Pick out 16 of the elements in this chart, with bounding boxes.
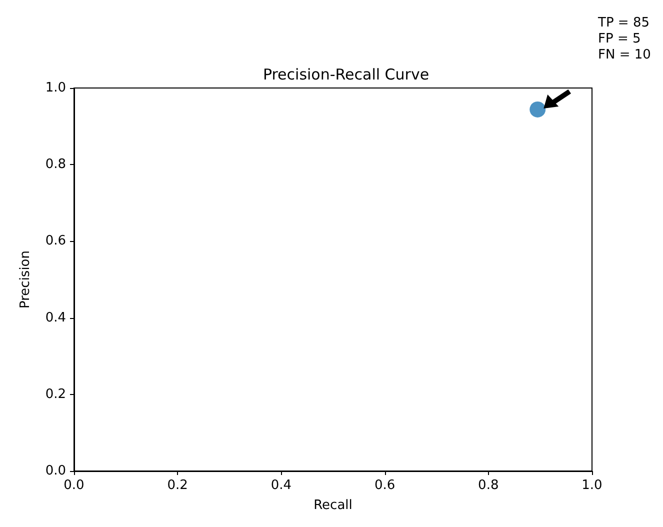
y-tick-label: 0.2 <box>45 386 66 402</box>
y-tick-label: 0.6 <box>45 234 66 249</box>
x-tick-label: 0.4 <box>270 478 292 493</box>
x-tick-label: 0.0 <box>64 478 84 493</box>
x-tick-label: 0.6 <box>374 478 396 493</box>
x-tick-label: 0.2 <box>167 478 188 493</box>
x-tick-label: 1.0 <box>582 478 602 493</box>
y-tick-label: 0.0 <box>45 464 66 478</box>
y-tick-label: 0.8 <box>45 157 66 172</box>
y-tick-label: 1.0 <box>45 80 66 96</box>
chart-title: Precision-Recall Curve <box>262 66 430 84</box>
x-axis-title: Recall <box>314 498 352 513</box>
y-axis-title: Precision <box>18 250 33 309</box>
y-tick-label: 0.4 <box>45 310 66 326</box>
text: TP = 85 FP = 5 FN = 10 <box>597 16 651 62</box>
x-tick-label: 0.8 <box>478 478 499 493</box>
